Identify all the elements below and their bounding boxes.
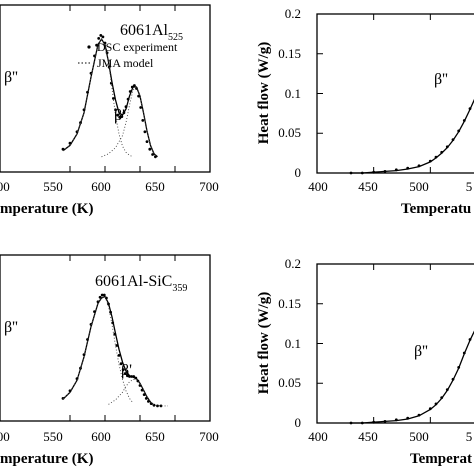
chart-title-main: 6061Al-SiC359 — [95, 273, 187, 294]
data-marks — [61, 293, 168, 408]
x-axis-label: mperature (K) — [0, 201, 93, 217]
data-point — [99, 34, 103, 37]
x-tick-label: 500 — [0, 429, 10, 444]
title-subscript: 525 — [168, 32, 183, 43]
data-point — [148, 147, 152, 151]
data-point — [123, 372, 127, 375]
data-point — [133, 84, 136, 87]
x-tick-label: 700 — [199, 429, 219, 444]
data-point — [101, 35, 105, 39]
data-marks — [61, 34, 158, 159]
x-tick-label: 500 — [409, 429, 429, 444]
model-curve — [62, 38, 158, 158]
x-tick-label: 700 — [199, 179, 219, 194]
data-marks — [349, 98, 474, 175]
data-point — [118, 115, 122, 119]
x-tick-label: 650 — [145, 179, 165, 194]
y-tick-label: 0.15 — [278, 46, 301, 61]
panel-bottom-right: 0.2 0.15 0.1 0.05 0 400 450 500 5 Temper… — [256, 256, 474, 467]
data-point — [121, 368, 125, 372]
panel-top-right: 0.2 0.15 0.1 0.05 0 400 450 500 5 Temper… — [256, 6, 474, 217]
legend-entry: JMA model — [97, 56, 154, 70]
plot-frame — [316, 13, 474, 174]
panel-top-left: 500 550 600 650 700 mperature (K) 6061Al… — [0, 4, 219, 217]
y-tick-label: 0.2 — [285, 256, 301, 271]
y-axis-label: Heat flow (W/g) — [256, 42, 272, 144]
y-tick-label: 0.05 — [278, 375, 301, 390]
annotation-beta-double-prime: β'' — [434, 71, 448, 88]
data-point — [126, 374, 129, 378]
annotation-beta-prime: β' — [114, 107, 125, 124]
y-tick-label: 0 — [295, 165, 302, 180]
x-tick-label: 400 — [308, 429, 328, 444]
annotation-beta-double-prime: β'' — [4, 319, 18, 336]
x-tick-label: 400 — [308, 179, 328, 194]
title-main-text: 6061Al-SiC — [95, 273, 172, 290]
data-point — [143, 130, 147, 134]
component-curve — [62, 38, 134, 158]
x-ticks — [69, 255, 211, 421]
title-subscript: 359 — [172, 283, 187, 294]
data-point — [159, 404, 163, 408]
x-tick-label: 5 — [466, 429, 473, 444]
y-tick-label: 0.05 — [278, 125, 301, 140]
legend-entry: DSC experiment — [97, 40, 178, 54]
x-tick-label: 600 — [91, 429, 111, 444]
data-point — [141, 119, 145, 122]
y-tick-label: 0.15 — [278, 296, 301, 311]
x-axis-label: Temperat — [410, 451, 472, 467]
data-point — [139, 106, 143, 109]
annotation-beta-prime: β' — [121, 362, 132, 379]
y-axis-label: Heat flow (W/g) — [256, 292, 272, 394]
data-point — [97, 37, 101, 40]
annotation-beta-double-prime: β'' — [414, 343, 428, 360]
x-ticks — [69, 5, 211, 172]
model-curve — [351, 330, 474, 424]
x-tick-label: 500 — [409, 179, 429, 194]
x-tick-label: 550 — [43, 429, 63, 444]
panel-bottom-left: 500 550 600 650 700 mperature (K) 6061Al… — [0, 254, 219, 467]
x-tick-label: 650 — [145, 429, 165, 444]
data-point — [112, 97, 115, 100]
axis-ticks — [316, 13, 431, 174]
model-curve — [62, 295, 155, 406]
plot-frame — [0, 4, 211, 173]
model-curve — [351, 98, 474, 174]
y-tick-label: 0.1 — [285, 336, 301, 351]
data-point — [119, 362, 123, 366]
data-point — [117, 354, 121, 357]
axis-ticks — [316, 263, 431, 424]
data-point — [116, 113, 119, 117]
data-point — [145, 140, 149, 144]
annotation-beta-double-prime: β'' — [4, 69, 18, 86]
x-tick-label: 5 — [466, 179, 473, 194]
plot-frame — [316, 263, 474, 424]
x-tick-label: 600 — [91, 179, 111, 194]
legend-dot-marker — [87, 45, 91, 49]
x-tick-label: 450 — [358, 429, 378, 444]
chart-title-main: 6061Al525 — [120, 22, 183, 43]
data-marks — [349, 330, 474, 425]
x-axis-label: Temperatu — [401, 201, 471, 217]
x-tick-label: 550 — [43, 179, 63, 194]
title-main-text: 6061Al — [120, 22, 169, 39]
x-axis-label: mperature (K) — [0, 451, 93, 467]
y-tick-label: 0.1 — [285, 86, 301, 101]
data-point — [156, 404, 159, 408]
data-point — [100, 293, 104, 297]
data-point — [102, 293, 106, 297]
x-tick-label: 500 — [0, 179, 10, 194]
component-curve — [108, 379, 168, 407]
y-tick-label: 0.2 — [285, 6, 301, 21]
data-point — [120, 115, 124, 118]
component-curve — [62, 295, 134, 404]
x-tick-label: 450 — [358, 179, 378, 194]
y-tick-label: 0 — [295, 415, 302, 430]
